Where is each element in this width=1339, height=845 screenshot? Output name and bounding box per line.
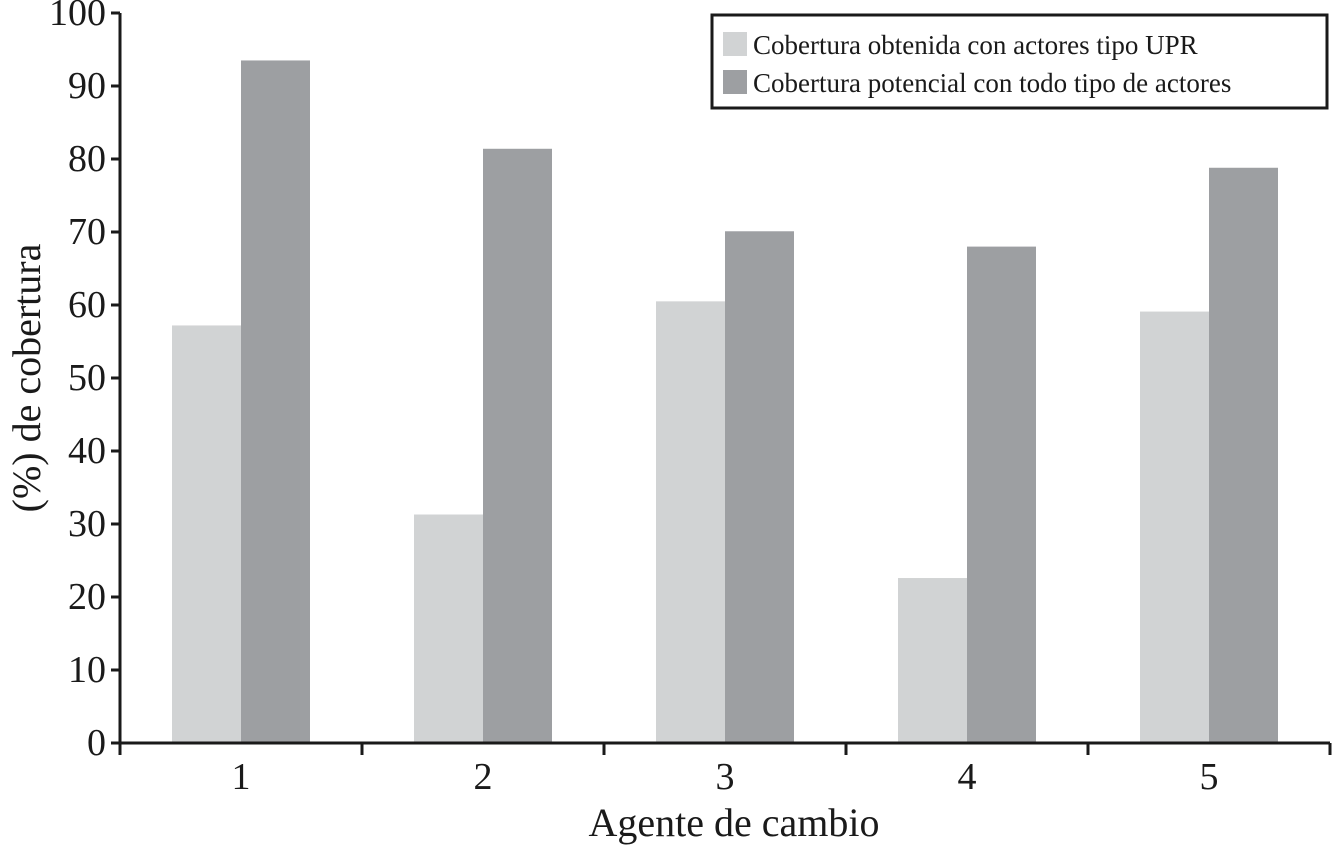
x-axis: 1 2 3 4 5	[118, 741, 1332, 798]
bar-series-2-category-5	[1209, 167, 1278, 743]
y-tick-label: 70	[68, 211, 106, 253]
x-tick-label: 4	[958, 756, 977, 798]
x-tick-label: 2	[474, 756, 493, 798]
legend-swatch-upr	[723, 32, 747, 56]
x-tick-label: 3	[716, 756, 735, 798]
bar-series-1-category-3	[656, 301, 725, 743]
y-tick-label: 50	[68, 357, 106, 399]
legend-swatch-potencial	[723, 70, 747, 94]
y-tick-label: 20	[68, 576, 106, 618]
x-tick-label: 1	[232, 756, 251, 798]
bars-group	[172, 60, 1278, 743]
legend-label-potencial: Cobertura potencial con todo tipo de act…	[753, 68, 1231, 98]
x-tick-label: 5	[1200, 756, 1219, 798]
bar-series-1-category-5	[1140, 311, 1209, 743]
bar-series-1-category-1	[172, 325, 241, 743]
y-tick-label: 30	[68, 503, 106, 545]
bar-series-2-category-2	[483, 148, 552, 743]
legend: Cobertura obtenida con actores tipo UPR …	[710, 13, 1329, 110]
y-axis-title: (%) de cobertura	[4, 243, 49, 512]
y-tick-label: 10	[68, 649, 106, 691]
y-tick-label: 90	[68, 65, 106, 107]
x-axis-title: Agente de cambio	[589, 800, 880, 845]
y-tick-label: 80	[68, 138, 106, 180]
bar-series-1-category-2	[414, 514, 483, 743]
legend-label-upr: Cobertura obtenida con actores tipo UPR	[753, 30, 1198, 60]
bar-series-1-category-4	[898, 578, 967, 743]
bar-series-2-category-1	[241, 60, 310, 743]
y-tick-label: 40	[68, 430, 106, 472]
y-tick-label: 60	[68, 284, 106, 326]
bar-series-2-category-4	[967, 246, 1036, 743]
legend-box	[710, 13, 1329, 110]
bar-series-2-category-3	[725, 231, 794, 743]
y-tick-label: 0	[87, 722, 106, 764]
y-tick-label: 100	[49, 0, 106, 34]
y-axis: 0 10 20 30 40 50 60 70 80 90 100	[49, 0, 122, 764]
